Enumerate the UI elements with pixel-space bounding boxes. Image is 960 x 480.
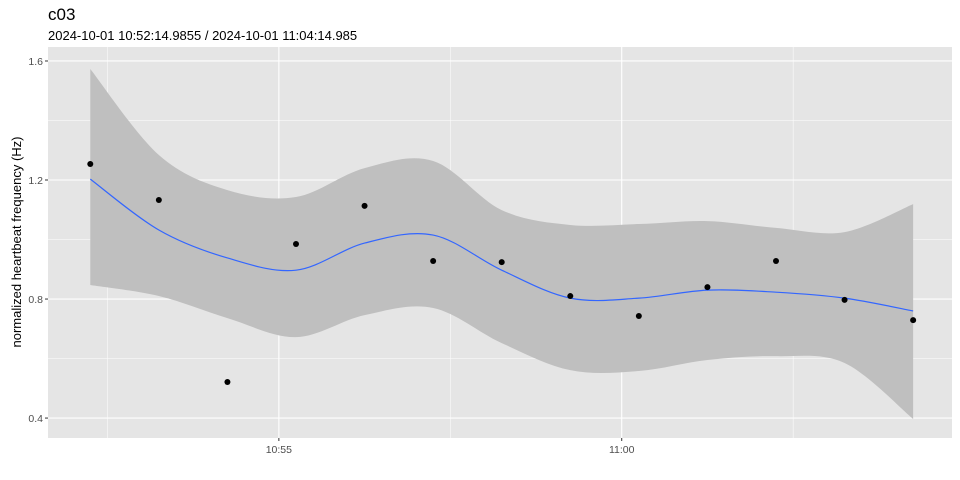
data-point	[635, 312, 642, 319]
y-tick-label: 0.8	[28, 294, 43, 306]
data-point	[224, 379, 231, 386]
y-tick-label: 1.6	[28, 56, 43, 68]
data-point	[498, 259, 505, 266]
data-point	[361, 202, 368, 209]
data-point	[430, 257, 437, 264]
x-tick-label: 10:55	[266, 444, 292, 456]
y-axis-label: normalized heartbeat frequency (Hz)	[9, 137, 24, 348]
chart-title: c03	[48, 5, 76, 24]
data-point	[155, 196, 162, 203]
confidence-ribbon	[90, 69, 914, 419]
chart-subtitle: 2024-10-01 10:52:14.9855 / 2024-10-01 11…	[48, 28, 358, 43]
smooth-line	[89, 178, 914, 312]
y-tick-label: 1.2	[28, 175, 43, 187]
data-point	[773, 257, 779, 264]
axes: 0.4 0.8 1.2 1.6 10:55 11:00	[28, 56, 634, 456]
data-point	[841, 296, 848, 303]
x-tick-label: 11:00	[609, 444, 635, 456]
data-point	[910, 317, 917, 324]
data-point	[704, 284, 711, 291]
data-point	[87, 160, 94, 167]
data-point	[567, 293, 574, 300]
data-point	[293, 240, 299, 247]
y-tick-label: 0.4	[28, 413, 43, 425]
points	[87, 160, 917, 386]
